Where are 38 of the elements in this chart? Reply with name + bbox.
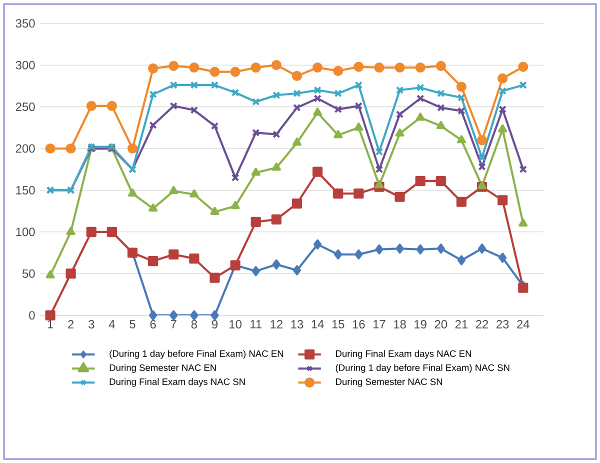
x-tick-label: 9 <box>212 320 218 328</box>
legend-label: (During 1 day before Final Exam) NAC EN <box>110 350 284 359</box>
x-tick-label: 11 <box>250 320 262 328</box>
legend-label: During Final Exam days NAC EN <box>336 350 471 359</box>
x-tick-label: 14 <box>312 320 324 328</box>
x-tick-label: 10 <box>230 320 242 328</box>
x-tick-label: 1 <box>48 320 54 328</box>
y-tick-label: 150 <box>16 186 35 194</box>
y-tick-label: 100 <box>16 228 35 236</box>
x-tick-label: 6 <box>150 320 156 328</box>
x-tick-label: 17 <box>373 320 386 328</box>
x-tick-label: 8 <box>191 320 197 328</box>
y-tick-label: 50 <box>22 269 35 278</box>
x-tick-label: 22 <box>476 320 488 328</box>
legend-label: During Final Exam days NAC SN <box>110 378 245 387</box>
x-tick-label: 3 <box>88 320 94 328</box>
y-tick-label: 250 <box>16 102 35 112</box>
y-tick-label: 0 <box>29 311 35 320</box>
x-tick-label: 20 <box>434 320 448 328</box>
x-tick-label: 13 <box>291 320 304 328</box>
y-tick-label: 300 <box>16 60 35 70</box>
x-tick-label: 21 <box>455 320 468 328</box>
legend-label: During Semester NAC EN <box>110 364 216 373</box>
x-tick-label: 18 <box>394 320 406 328</box>
y-tick-label: 200 <box>16 144 35 153</box>
legend-label: (During 1 day before Final Exam) NAC SN <box>336 364 510 373</box>
x-tick-label: 12 <box>270 320 282 328</box>
x-tick-label: 24 <box>517 320 530 328</box>
legend-label: During Semester NAC SN <box>336 378 442 387</box>
x-tick-label: 19 <box>414 320 426 328</box>
x-tick-label: 7 <box>170 320 176 328</box>
x-tick-label: 15 <box>332 320 344 328</box>
x-tick-label: 2 <box>68 320 74 328</box>
x-tick-label: 16 <box>352 320 365 328</box>
x-tick-label: 5 <box>130 320 136 328</box>
y-tick-label: 350 <box>16 19 35 28</box>
x-tick-label: 23 <box>496 320 509 328</box>
x-tick-label: 4 <box>108 320 115 328</box>
